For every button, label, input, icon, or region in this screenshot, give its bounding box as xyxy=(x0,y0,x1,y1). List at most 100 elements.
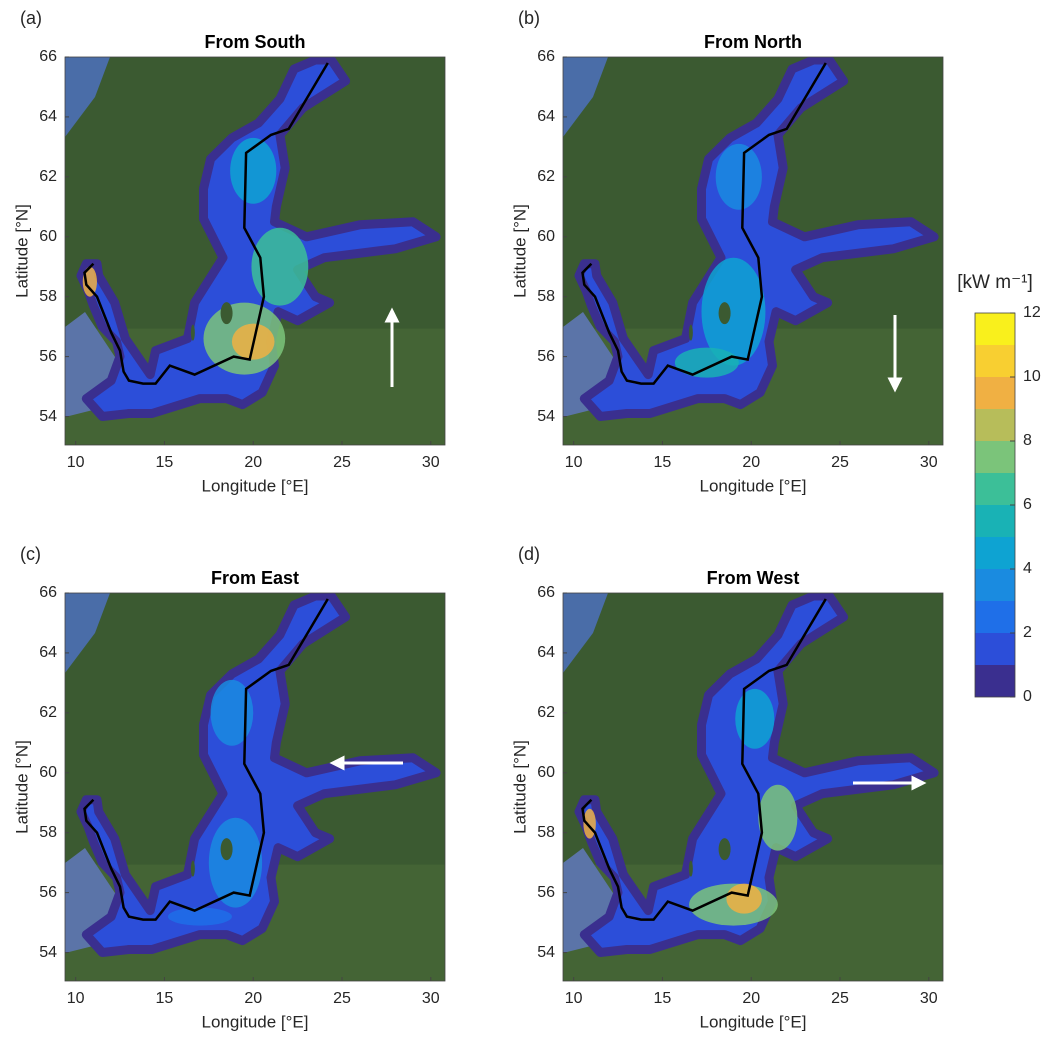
y-tick-label: 60 xyxy=(537,228,555,245)
colorbar-band xyxy=(975,601,1015,633)
island xyxy=(191,325,195,341)
y-tick-label: 66 xyxy=(39,584,57,601)
x-tick-label: 20 xyxy=(742,454,760,471)
y-tick-label: 64 xyxy=(537,108,555,125)
map-panel: 10 15 20 25 30 54 56 58 60 62 64 66 Longitude [°E] La… xyxy=(510,544,943,1032)
map-panel: 10 15 20 25 30 54 56 58 60 62 64 66 Longitude [°E] La… xyxy=(12,544,445,1032)
x-tick-label: 10 xyxy=(67,990,85,1007)
y-axis-label: Latitude [°N] xyxy=(12,204,31,298)
colorbar-band xyxy=(975,537,1015,569)
map-panel: 10 15 20 25 30 54 56 58 60 62 64 66 Longitude [°E] La… xyxy=(510,8,943,496)
panel-title: From West xyxy=(707,568,800,588)
colorbar-band xyxy=(975,441,1015,473)
y-tick-label: 62 xyxy=(39,704,57,721)
y-tick-label: 60 xyxy=(537,764,555,781)
island xyxy=(191,861,195,877)
colorbar-band xyxy=(975,377,1015,409)
x-tick-label: 10 xyxy=(565,454,583,471)
y-tick-label: 64 xyxy=(39,108,57,125)
panel-label: (b) xyxy=(518,8,540,28)
field-spot xyxy=(168,908,232,926)
colorbar-band xyxy=(975,569,1015,601)
y-tick-label: 60 xyxy=(39,764,57,781)
y-tick-label: 54 xyxy=(537,944,555,961)
colorbar-band xyxy=(975,665,1015,697)
y-tick-label: 66 xyxy=(537,584,555,601)
y-tick-label: 54 xyxy=(39,944,57,961)
x-tick-label: 25 xyxy=(333,990,351,1007)
x-tick-label: 15 xyxy=(654,454,672,471)
map-content xyxy=(563,593,943,981)
island xyxy=(221,302,233,324)
panel-title: From North xyxy=(704,32,802,52)
y-tick-label: 58 xyxy=(537,824,555,841)
x-tick-label: 30 xyxy=(920,990,938,1007)
x-tick-label: 30 xyxy=(920,454,938,471)
y-tick-label: 56 xyxy=(537,348,555,365)
field-spot xyxy=(716,144,762,210)
y-tick-label: 56 xyxy=(39,348,57,365)
y-tick-label: 54 xyxy=(39,408,57,425)
y-tick-label: 58 xyxy=(39,824,57,841)
y-tick-label: 62 xyxy=(537,704,555,721)
island xyxy=(689,861,693,877)
y-tick-label: 56 xyxy=(39,884,57,901)
map-panel: 10 15 20 25 30 54 56 58 60 62 64 66 Longitude [°E] La… xyxy=(12,8,445,496)
panel-label: (c) xyxy=(20,544,41,564)
x-tick-label: 30 xyxy=(422,454,440,471)
y-tick-label: 54 xyxy=(537,408,555,425)
x-tick-label: 20 xyxy=(244,454,262,471)
x-axis-label: Longitude [°E] xyxy=(700,1012,807,1031)
x-tick-label: 25 xyxy=(831,990,849,1007)
y-tick-label: 64 xyxy=(537,644,555,661)
y-tick-label: 58 xyxy=(39,288,57,305)
x-axis-label: Longitude [°E] xyxy=(202,1012,309,1031)
island xyxy=(719,302,731,324)
x-axis-label: Longitude [°E] xyxy=(202,476,309,495)
x-tick-label: 25 xyxy=(333,454,351,471)
x-tick-label: 20 xyxy=(742,990,760,1007)
y-tick-label: 66 xyxy=(537,48,555,65)
x-tick-label: 25 xyxy=(831,454,849,471)
colorbar-label: [kW m⁻¹] xyxy=(957,272,1032,293)
map-content xyxy=(563,57,943,445)
y-tick-label: 64 xyxy=(39,644,57,661)
y-tick-label: 58 xyxy=(537,288,555,305)
panel-title: From South xyxy=(205,32,306,52)
panel-label: (a) xyxy=(20,8,42,28)
x-tick-label: 30 xyxy=(422,990,440,1007)
y-tick-label: 62 xyxy=(537,168,555,185)
y-tick-label: 62 xyxy=(39,168,57,185)
colorbar-tick-label: 0 xyxy=(1023,688,1032,705)
map-content xyxy=(65,593,445,981)
panel-title: From East xyxy=(211,568,299,588)
x-tick-label: 20 xyxy=(244,990,262,1007)
y-tick-label: 60 xyxy=(39,228,57,245)
colorbar-band xyxy=(975,313,1015,345)
island xyxy=(719,838,731,860)
island xyxy=(689,325,693,341)
x-tick-label: 15 xyxy=(654,990,672,1007)
y-tick-label: 66 xyxy=(39,48,57,65)
colorbar-band xyxy=(975,345,1015,377)
x-axis-label: Longitude [°E] xyxy=(700,476,807,495)
x-tick-label: 10 xyxy=(565,990,583,1007)
colorbar-band xyxy=(975,633,1015,665)
field-spot xyxy=(726,884,762,914)
y-axis-label: Latitude [°N] xyxy=(12,740,31,834)
figure: 101520253054565860626466Longitude [°E]La… xyxy=(0,0,1043,1039)
field-spot xyxy=(675,348,739,378)
y-axis-label: Latitude [°N] xyxy=(510,740,529,834)
field-spot xyxy=(735,689,774,749)
colorbar-tick-label: 10 xyxy=(1023,368,1041,385)
colorbar-tick-label: 6 xyxy=(1023,496,1032,513)
x-tick-label: 15 xyxy=(156,454,174,471)
x-tick-label: 15 xyxy=(156,990,174,1007)
colorbar-band xyxy=(975,505,1015,537)
x-tick-label: 10 xyxy=(67,454,85,471)
y-axis-label: Latitude [°N] xyxy=(510,204,529,298)
field-spot xyxy=(758,785,797,851)
field-spot xyxy=(583,809,595,839)
colorbar-tick-label: 8 xyxy=(1023,432,1032,449)
y-tick-label: 56 xyxy=(537,884,555,901)
